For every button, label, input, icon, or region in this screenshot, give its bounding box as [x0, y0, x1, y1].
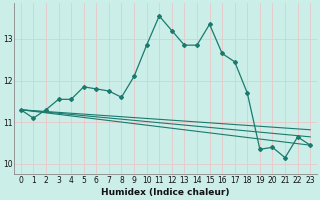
X-axis label: Humidex (Indice chaleur): Humidex (Indice chaleur)	[101, 188, 230, 197]
